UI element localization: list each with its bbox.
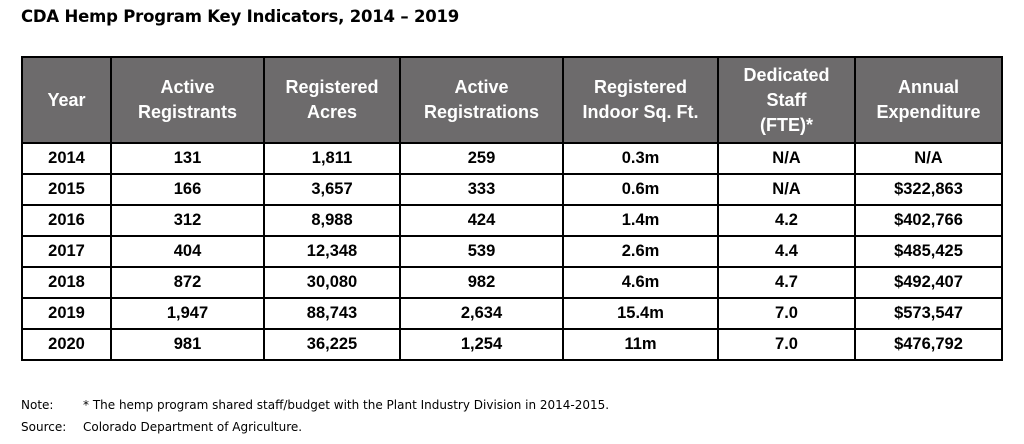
table-cell: 2,634 — [399, 297, 564, 330]
table-cell: 11m — [562, 328, 719, 361]
table-row: 2015 166 3,657 333 0.6m N/A $322,863 — [21, 173, 1003, 206]
column-header-line: Annual — [898, 77, 959, 97]
table-body: 2014 131 1,811 259 0.3m N/A N/A 2015 166 3,657 333… — [21, 142, 1003, 361]
table-cell: $476,792 — [854, 328, 1003, 361]
note-text: * The hemp program shared staff/budget w… — [83, 398, 610, 412]
table-cell: 4.6m — [562, 266, 719, 299]
table-cell: 982 — [399, 266, 564, 299]
table-cell: 2018 — [21, 266, 112, 299]
table-cell: N/A — [854, 142, 1003, 175]
table-row: 2019 1,947 88,743 2,634 15.4m 7.0 $573,547 — [21, 297, 1003, 330]
column-header-line: Registrants — [137, 102, 238, 122]
source-line: Source: Colorado Department of Agricultur… — [21, 420, 302, 434]
table-row: 2018 872 30,080 982 4.6m 4.7 $492,407 — [21, 266, 1003, 299]
column-header-line: Expenditure — [876, 102, 981, 122]
column-header: Active Registrations — [399, 56, 564, 144]
page-title: CDA Hemp Program Key Indicators, 2014 – … — [21, 7, 460, 26]
table-cell: 333 — [399, 173, 564, 206]
table-cell: 872 — [110, 266, 265, 299]
table-cell: 4.7 — [717, 266, 856, 299]
column-header: Dedicated Staff (FTE)* — [717, 56, 856, 144]
table-cell: 4.4 — [717, 235, 856, 268]
table-cell: 3,657 — [263, 173, 401, 206]
table-cell: 259 — [399, 142, 564, 175]
table-cell: 1.4m — [562, 204, 719, 237]
table-cell: 2014 — [21, 142, 112, 175]
table-cell: $402,766 — [854, 204, 1003, 237]
table-cell: 312 — [110, 204, 265, 237]
column-header-line: Registrations — [423, 102, 540, 122]
column-header: Annual Expenditure — [854, 56, 1003, 144]
table-cell: 2016 — [21, 204, 112, 237]
table-cell: 2.6m — [562, 235, 719, 268]
column-header-line: (FTE)* — [760, 114, 813, 135]
table-row: 2016 312 8,988 424 1.4m 4.2 $402,766 — [21, 204, 1003, 237]
table-cell: 15.4m — [562, 297, 719, 330]
table-cell: 131 — [110, 142, 265, 175]
column-header-line: Year — [47, 89, 86, 110]
table-cell: 2020 — [21, 328, 112, 361]
indicators-table: Year Active Registrants Registered Acres Acti… — [21, 56, 1003, 361]
table-cell: 7.0 — [717, 297, 856, 330]
table-cell: 0.3m — [562, 142, 719, 175]
table-row: 2017 404 12,348 539 2.6m 4.4 $485,425 — [21, 235, 1003, 268]
table-cell: 981 — [110, 328, 265, 361]
column-header-line: Registered — [593, 77, 688, 97]
table-cell: 424 — [399, 204, 564, 237]
table-cell: 1,947 — [110, 297, 265, 330]
table-cell: 8,988 — [263, 204, 401, 237]
table-cell: 30,080 — [263, 266, 401, 299]
table-cell: 36,225 — [263, 328, 401, 361]
column-header-line: Registered — [285, 77, 379, 97]
source-text: Colorado Department of Agriculture. — [83, 420, 303, 434]
table-cell: 2017 — [21, 235, 112, 268]
column-header: Active Registrants — [110, 56, 265, 144]
table-cell: 0.6m — [562, 173, 719, 206]
table-cell: 166 — [110, 173, 265, 206]
table-header-row: Year Active Registrants Registered Acres Acti… — [21, 56, 1003, 144]
column-header-line: Staff — [766, 89, 807, 110]
column-header: Year — [21, 56, 112, 144]
table-cell: $485,425 — [854, 235, 1003, 268]
column-header-line: Dedicated — [743, 64, 830, 85]
table-cell: 404 — [110, 235, 265, 268]
table-cell: 539 — [399, 235, 564, 268]
table-cell: 1,254 — [399, 328, 564, 361]
table-cell: 12,348 — [263, 235, 401, 268]
column-header-line: Active — [160, 77, 215, 97]
table-cell: $573,547 — [854, 297, 1003, 330]
note-label: Note: — [21, 398, 54, 412]
source-label: Source: — [21, 420, 67, 434]
table-cell: 2019 — [21, 297, 112, 330]
column-header: Registered Acres — [263, 56, 401, 144]
table-cell: 88,743 — [263, 297, 401, 330]
table-cell: 7.0 — [717, 328, 856, 361]
table-cell: N/A — [717, 142, 856, 175]
table-cell: 2015 — [21, 173, 112, 206]
table-cell: 4.2 — [717, 204, 856, 237]
table-cell: 1,811 — [263, 142, 401, 175]
table-cell: $492,407 — [854, 266, 1003, 299]
table-row: 2014 131 1,811 259 0.3m N/A N/A — [21, 142, 1003, 175]
table-cell: N/A — [717, 173, 856, 206]
column-header-line: Acres — [306, 102, 358, 122]
column-header-line: Active — [454, 77, 509, 97]
column-header: Registered Indoor Sq. Ft. — [562, 56, 719, 144]
column-header-line: Indoor Sq. Ft. — [582, 102, 699, 122]
footnote: Note: * The hemp program shared staff/bud… — [21, 398, 609, 412]
table-row: 2020 981 36,225 1,254 11m 7.0 $476,792 — [21, 328, 1003, 361]
table-cell: $322,863 — [854, 173, 1003, 206]
